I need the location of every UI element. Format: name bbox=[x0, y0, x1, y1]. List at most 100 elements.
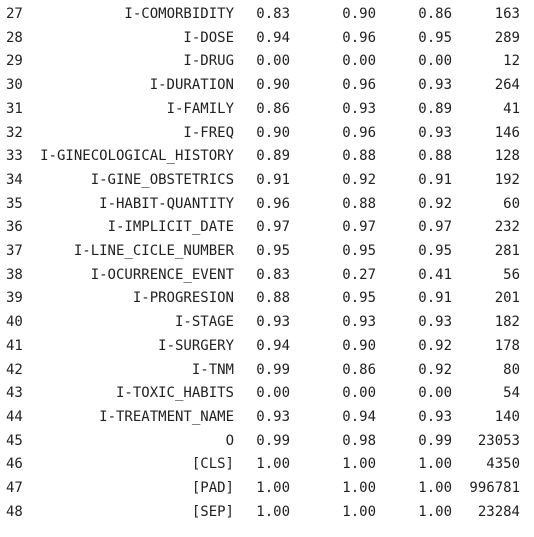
row-index: 45 bbox=[6, 432, 23, 449]
recall-value: 0.93 bbox=[342, 100, 376, 117]
class-label: I-DURATION bbox=[149, 77, 234, 94]
class-label: I-COMORBIDITY bbox=[124, 6, 234, 22]
table-row: 30 I-DURATION 0.90 0.96 0.93 264 bbox=[0, 73, 534, 97]
f1-score-value: 0.88 bbox=[418, 148, 452, 165]
support-value: 23284 bbox=[477, 503, 520, 520]
precision-value: 0.99 bbox=[256, 361, 290, 378]
support-value: 60 bbox=[503, 195, 520, 212]
table-row: 35 I-HABIT-QUANTITY 0.96 0.88 0.92 60 bbox=[0, 192, 534, 216]
class-label: I-GINECOLOGICAL_HISTORY bbox=[40, 148, 234, 165]
table-row: 42 I-TNM 0.99 0.86 0.92 80 bbox=[0, 358, 534, 382]
row-index: 46 bbox=[6, 456, 23, 473]
recall-value: 1.00 bbox=[342, 480, 376, 496]
support-value: 996781 bbox=[469, 480, 520, 496]
table-row: 41 I-SURGERY 0.94 0.90 0.92 178 bbox=[0, 334, 534, 358]
recall-value: 0.95 bbox=[342, 243, 376, 259]
row-index: 31 bbox=[6, 100, 23, 117]
table-row: 45 O 0.99 0.98 0.99 23053 bbox=[0, 429, 534, 453]
precision-value: 0.90 bbox=[256, 77, 290, 94]
recall-value: 0.97 bbox=[342, 219, 376, 236]
recall-value: 0.95 bbox=[342, 290, 376, 307]
class-label: I-FAMILY bbox=[166, 100, 234, 117]
f1-score-value: 0.86 bbox=[418, 6, 452, 22]
support-value: 4350 bbox=[486, 456, 520, 473]
precision-value: 0.94 bbox=[256, 29, 290, 46]
support-value: 163 bbox=[494, 6, 520, 22]
f1-score-value: 0.95 bbox=[418, 243, 452, 259]
recall-value: 0.92 bbox=[342, 171, 376, 188]
class-label: I-IMPLICIT_DATE bbox=[107, 219, 234, 236]
row-index: 34 bbox=[6, 171, 23, 188]
recall-value: 0.90 bbox=[342, 6, 376, 22]
precision-value: 0.93 bbox=[256, 408, 290, 425]
class-label: I-TREATMENT_NAME bbox=[99, 408, 234, 425]
precision-value: 0.00 bbox=[256, 53, 290, 70]
precision-value: 0.83 bbox=[256, 266, 290, 283]
class-label: I-DRUG bbox=[183, 53, 234, 70]
precision-value: 0.93 bbox=[256, 314, 290, 331]
row-index: 30 bbox=[6, 77, 23, 94]
precision-value: 0.96 bbox=[256, 195, 290, 212]
class-label: [CLS] bbox=[191, 456, 234, 473]
row-index: 47 bbox=[6, 480, 23, 496]
support-value: 140 bbox=[494, 408, 520, 425]
f1-score-value: 0.97 bbox=[418, 219, 452, 236]
row-index: 27 bbox=[6, 6, 23, 22]
table-row: 34 I-GINE_OBSTETRICS 0.91 0.92 0.91 192 bbox=[0, 168, 534, 192]
precision-value: 0.83 bbox=[256, 6, 290, 22]
table-row: 37 I-LINE_CICLE_NUMBER 0.95 0.95 0.95 281 bbox=[0, 239, 534, 263]
row-index: 37 bbox=[6, 243, 23, 259]
precision-value: 0.88 bbox=[256, 290, 290, 307]
support-value: 264 bbox=[494, 77, 520, 94]
row-index: 43 bbox=[6, 385, 23, 402]
recall-value: 1.00 bbox=[342, 456, 376, 473]
table-row: 40 I-STAGE 0.93 0.93 0.93 182 bbox=[0, 310, 534, 334]
f1-score-value: 0.93 bbox=[418, 408, 452, 425]
table-row: 43 I-TOXIC_HABITS 0.00 0.00 0.00 54 bbox=[0, 381, 534, 405]
f1-score-value: 0.89 bbox=[418, 100, 452, 117]
precision-value: 1.00 bbox=[256, 503, 290, 520]
f1-score-value: 1.00 bbox=[418, 480, 452, 496]
row-index: 39 bbox=[6, 290, 23, 307]
row-index: 42 bbox=[6, 361, 23, 378]
table-row: 27 I-COMORBIDITY 0.83 0.90 0.86 163 bbox=[0, 2, 534, 26]
class-label: I-FREQ bbox=[183, 124, 234, 141]
class-label: I-TOXIC_HABITS bbox=[115, 385, 234, 402]
table-row: 39 I-PROGRESION 0.88 0.95 0.91 201 bbox=[0, 286, 534, 310]
table-row: 47 [PAD] 1.00 1.00 1.00 996781 bbox=[0, 476, 534, 500]
row-index: 35 bbox=[6, 195, 23, 212]
support-value: 54 bbox=[503, 385, 520, 402]
support-value: 12 bbox=[503, 53, 520, 70]
table-row: 32 I-FREQ 0.90 0.96 0.93 146 bbox=[0, 121, 534, 145]
precision-value: 0.99 bbox=[256, 432, 290, 449]
table-row: 44 I-TREATMENT_NAME 0.93 0.94 0.93 140 bbox=[0, 405, 534, 429]
class-label: [SEP] bbox=[191, 503, 234, 520]
precision-value: 0.00 bbox=[256, 385, 290, 402]
f1-score-value: 1.00 bbox=[418, 456, 452, 473]
recall-value: 0.88 bbox=[342, 148, 376, 165]
f1-score-value: 0.93 bbox=[418, 77, 452, 94]
class-label: I-LINE_CICLE_NUMBER bbox=[73, 243, 234, 259]
support-value: 146 bbox=[494, 124, 520, 141]
row-index: 32 bbox=[6, 124, 23, 141]
f1-score-value: 0.92 bbox=[418, 195, 452, 212]
class-label: I-PROGRESION bbox=[132, 290, 234, 307]
precision-value: 0.90 bbox=[256, 124, 290, 141]
precision-value: 1.00 bbox=[256, 456, 290, 473]
f1-score-value: 0.92 bbox=[418, 337, 452, 354]
recall-value: 0.96 bbox=[342, 29, 376, 46]
precision-value: 0.89 bbox=[256, 148, 290, 165]
precision-value: 0.97 bbox=[256, 219, 290, 236]
support-value: 80 bbox=[503, 361, 520, 378]
recall-value: 0.86 bbox=[342, 361, 376, 378]
class-label: I-HABIT-QUANTITY bbox=[99, 195, 234, 212]
support-value: 192 bbox=[494, 171, 520, 188]
table-row: 48 [SEP] 1.00 1.00 1.00 23284 bbox=[0, 500, 534, 524]
class-label: I-GINE_OBSTETRICS bbox=[90, 171, 234, 188]
row-index: 33 bbox=[6, 148, 23, 165]
precision-value: 0.95 bbox=[256, 243, 290, 259]
class-label: I-DOSE bbox=[183, 29, 234, 46]
precision-value: 0.94 bbox=[256, 337, 290, 354]
row-index: 29 bbox=[6, 53, 23, 70]
f1-score-value: 0.99 bbox=[418, 432, 452, 449]
